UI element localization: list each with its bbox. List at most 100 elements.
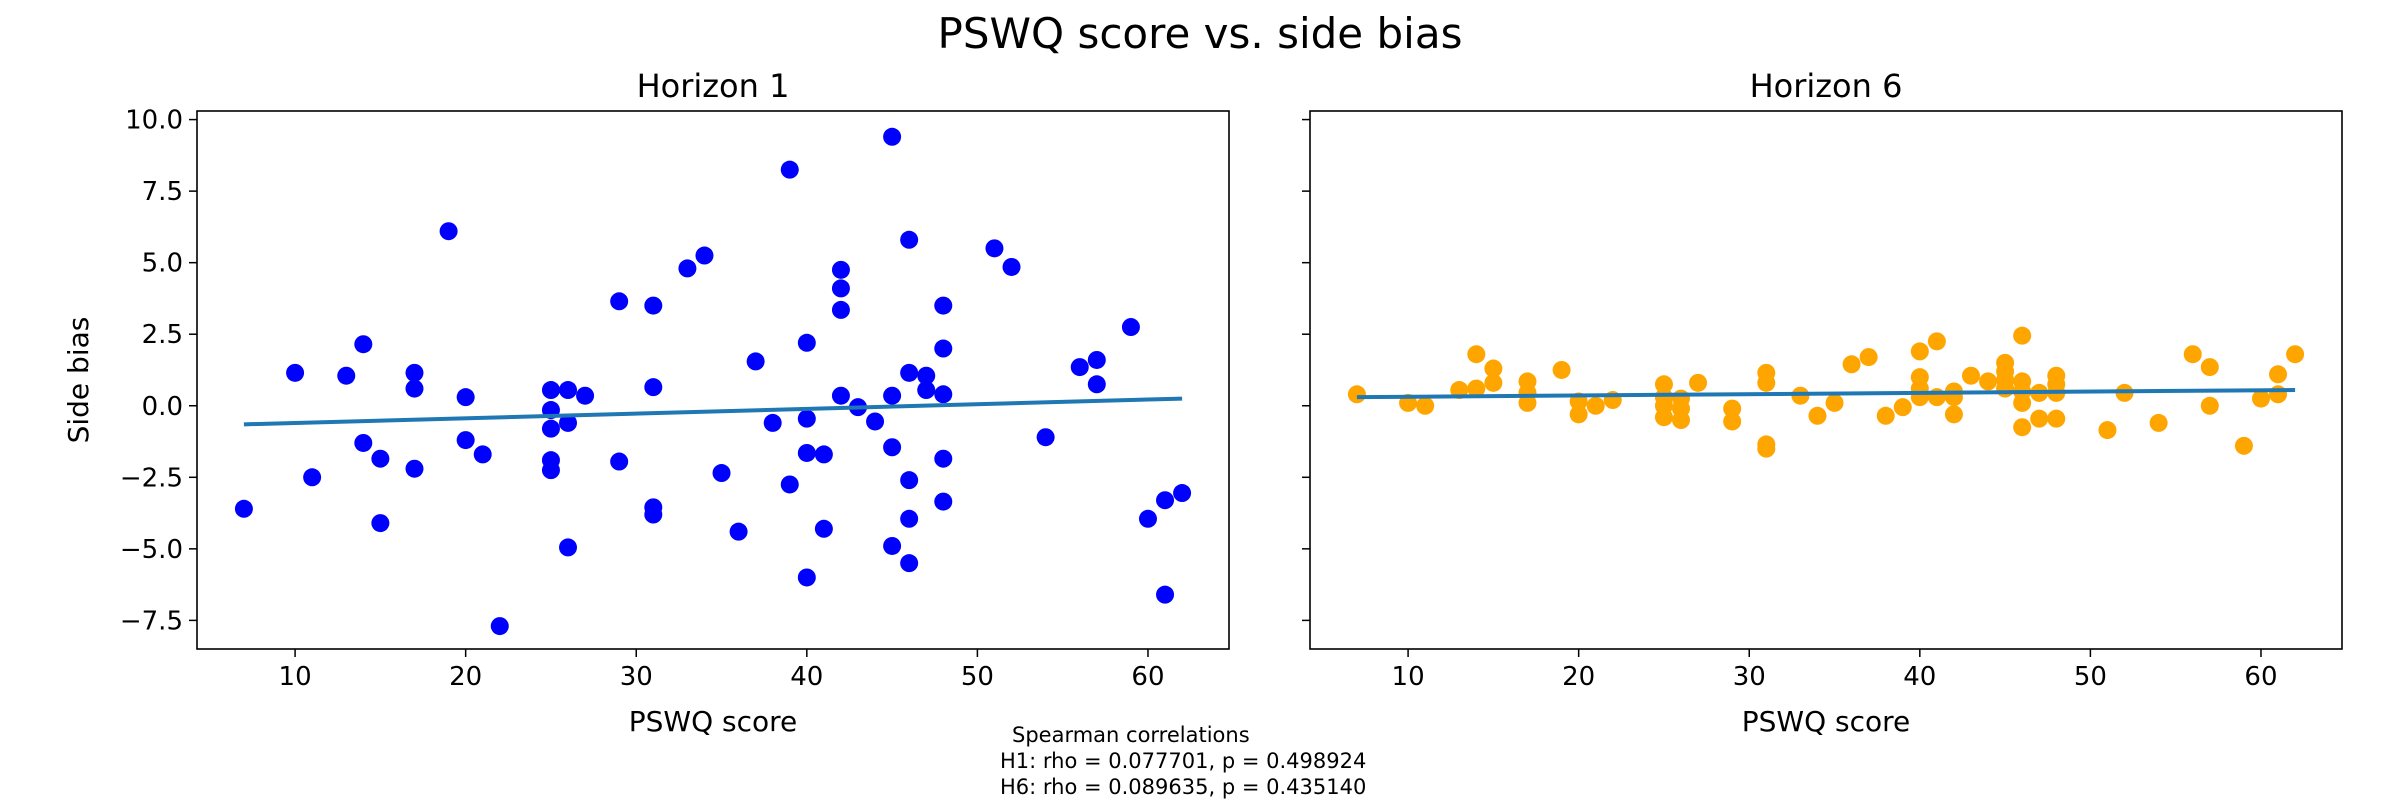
y-tick-label: 2.5 [142,320,183,350]
x-tick-label: 40 [790,662,823,692]
data-point [883,386,902,405]
data-point [303,468,322,487]
fit-line [1356,388,2296,400]
data-point [1569,405,1588,424]
data-point [1893,398,1912,417]
data-point [541,419,560,438]
data-point [831,279,850,298]
data-point [883,438,902,457]
subplot-title: Horizon 6 [1750,67,1903,105]
plot-frame [196,110,1230,650]
data-point [1121,318,1140,337]
data-point [610,292,629,311]
data-point [900,363,919,382]
data-point [2013,418,2032,437]
data-point [934,339,953,358]
data-point [1173,484,1192,503]
data-point [1347,385,1366,404]
data-point [2149,413,2168,432]
footnote-line-h1: H1: rho = 0.077701, p = 0.498924 [1000,749,1367,773]
x-axis-label: PSWQ score [1742,705,1911,738]
data-point [985,239,1004,258]
x-tick-label: 30 [1733,662,1766,692]
data-point [1586,396,1605,415]
x-tick-label: 50 [961,662,994,692]
data-point [1842,355,1861,374]
spearman-footnote: Spearman correlations H1: rho = 0.077701… [1000,722,1420,800]
x-axis-label: PSWQ score [629,705,798,738]
data-point [917,366,936,385]
data-point [1927,332,1946,351]
data-point [1518,393,1537,412]
data-point [797,443,816,462]
data-point [405,379,424,398]
data-point [286,363,305,382]
data-point [2013,393,2032,412]
x-tick-label: 40 [1903,662,1936,692]
data-point [2200,396,2219,415]
data-point [695,246,714,265]
data-point [1087,350,1106,369]
data-point [541,461,560,480]
data-point [644,378,663,397]
x-tick-label: 30 [620,662,653,692]
x-tick-label: 20 [449,662,482,692]
data-point [1979,372,1998,391]
y-tick-label: −5.0 [120,535,183,565]
data-point [797,409,816,428]
data-point [1070,358,1089,377]
data-point [797,568,816,587]
data-point [644,296,663,315]
data-point [729,522,748,541]
data-point [456,388,475,407]
data-point [541,381,560,400]
data-point [900,509,919,528]
data-point [780,475,799,494]
subplot-title: Horizon 1 [637,67,790,105]
data-point [883,127,902,146]
data-point [490,617,509,636]
data-point [354,335,373,354]
data-point [1723,399,1742,418]
data-point [763,413,782,432]
data-point [1156,491,1175,510]
data-point [1723,412,1742,431]
data-point [712,464,731,483]
x-tick-label: 10 [1392,662,1425,692]
data-point [934,449,953,468]
data-point [2251,389,2270,408]
data-point [1672,411,1691,430]
data-point [1808,406,1827,425]
data-point [1484,373,1503,392]
data-point [1467,345,1486,364]
y-tick-label: 5.0 [142,249,183,279]
data-point [354,433,373,452]
data-point [1825,393,1844,412]
data-point [1910,342,1929,361]
data-point [2286,345,2305,364]
data-point [746,352,765,371]
x-tick-label: 10 [279,662,312,692]
x-tick-label: 60 [2244,662,2277,692]
data-point [2098,421,2117,440]
x-tick-label: 20 [1562,662,1595,692]
data-point [814,445,833,464]
data-point [559,413,578,432]
data-point [814,519,833,538]
figure-title: PSWQ score vs. side bias [938,9,1463,58]
data-point [1484,359,1503,378]
data-point [917,381,936,400]
data-point [1876,406,1895,425]
panel-horizon-6: Horizon 6 10 20 30 40 50 60 PSWQ score [1302,67,2343,738]
x-tick-label: 50 [2074,662,2107,692]
data-point [678,259,697,278]
data-point [1467,379,1486,398]
data-point [559,538,578,557]
data-point [371,514,390,533]
data-point [831,300,850,319]
data-point [559,381,578,400]
data-point [371,449,390,468]
data-point [1654,408,1673,427]
y-tick-label: −2.5 [120,463,183,493]
